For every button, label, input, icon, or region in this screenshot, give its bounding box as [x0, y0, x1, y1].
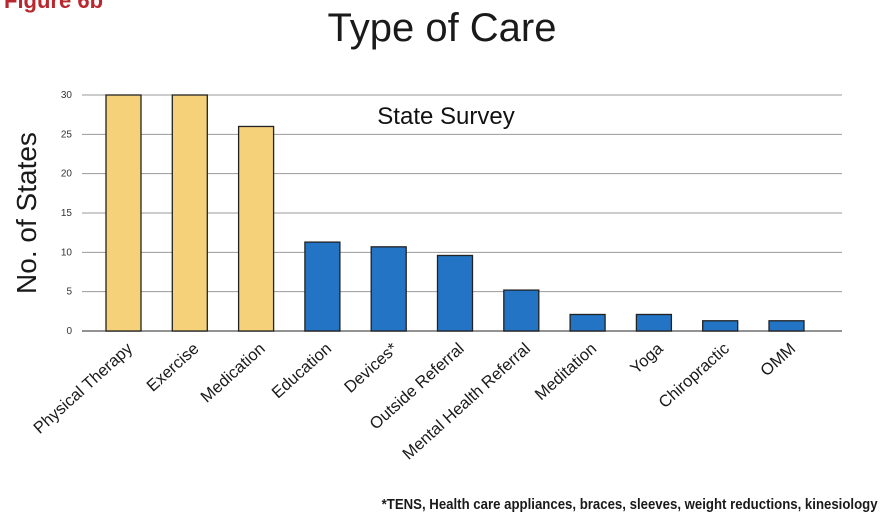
footnote: *TENS, Health care appliances, braces, s…	[382, 496, 878, 513]
y-tick-label: 5	[66, 287, 72, 298]
bar	[702, 320, 739, 332]
x-tick-label: Chiropractic	[655, 340, 732, 412]
y-tick-label: 0	[66, 326, 72, 337]
x-tick-label: Exercise	[143, 340, 202, 396]
bar	[503, 289, 540, 332]
bar	[768, 320, 805, 332]
bar	[569, 313, 606, 332]
bar	[436, 254, 474, 332]
x-tick-label: Yoga	[627, 339, 667, 378]
y-tick-label: 15	[61, 208, 73, 219]
bar	[237, 125, 275, 332]
y-axis-label: No. of States	[11, 132, 42, 294]
chart-title: Type of Care	[327, 6, 557, 50]
figure-label: Figure 6b	[4, 0, 104, 13]
bar	[171, 94, 208, 332]
x-tick-label: OMM	[757, 340, 799, 380]
x-tick-label: Medication	[197, 340, 268, 407]
bar	[304, 241, 341, 332]
x-tick-label: Devices*	[341, 339, 402, 396]
bar	[105, 94, 142, 332]
y-tick-label: 10	[61, 247, 73, 258]
y-tick-label: 20	[61, 169, 73, 180]
x-tick-label: Physical Therapy	[30, 339, 136, 437]
bar	[370, 246, 407, 332]
chart-subtitle: State Survey	[377, 103, 514, 130]
x-tick-label: Meditation	[532, 340, 601, 404]
bar	[635, 313, 673, 332]
y-tick-label: 25	[61, 129, 73, 140]
x-tick-label: Education	[268, 340, 335, 402]
x-tick-label: Mental Health Referral	[399, 340, 534, 464]
y-tick-label: 30	[61, 90, 73, 101]
